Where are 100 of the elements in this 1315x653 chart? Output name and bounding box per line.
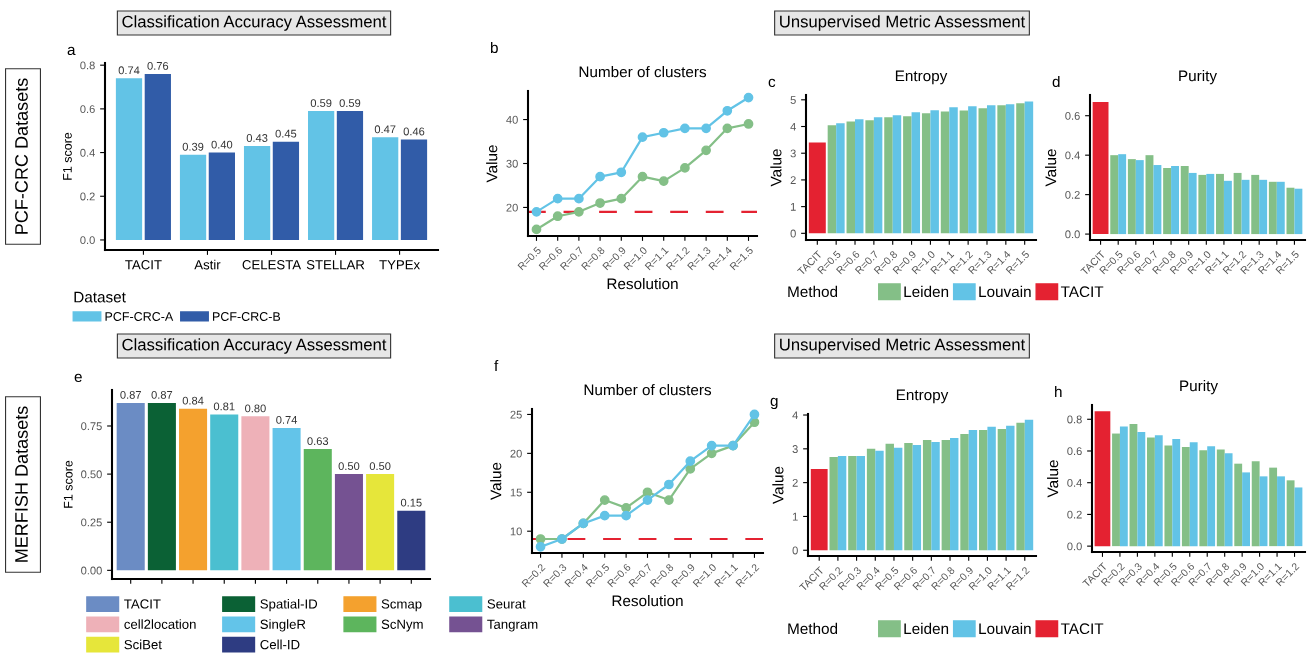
bar bbox=[979, 429, 988, 551]
y-tick-label: 0 bbox=[790, 229, 796, 238]
bar bbox=[968, 106, 977, 234]
text: h bbox=[1055, 385, 1062, 397]
data-label: 0.50 bbox=[369, 462, 391, 471]
x-tick-label: STELLAR bbox=[306, 260, 365, 270]
data-label: 0.59 bbox=[339, 99, 361, 107]
point bbox=[701, 123, 711, 134]
bar bbox=[1005, 104, 1015, 234]
bar bbox=[848, 455, 857, 551]
bar bbox=[1147, 437, 1155, 547]
bar bbox=[873, 117, 883, 234]
data-label: 0.46 bbox=[403, 127, 425, 136]
bar bbox=[1216, 173, 1224, 235]
y-tick-label: 0.4 bbox=[80, 148, 95, 157]
bar bbox=[1216, 449, 1225, 547]
y-axis-title: Value bbox=[770, 149, 782, 187]
bar bbox=[1164, 445, 1173, 547]
bar bbox=[1135, 160, 1144, 235]
bar bbox=[884, 117, 893, 234]
point bbox=[621, 502, 631, 513]
y-tick-label: 0.50 bbox=[81, 470, 102, 479]
bar bbox=[968, 429, 978, 551]
bar bbox=[272, 141, 300, 240]
bar bbox=[1118, 154, 1127, 235]
bar bbox=[115, 78, 143, 240]
data-label: 0.76 bbox=[147, 61, 169, 70]
y-tick-label: 0.2 bbox=[1065, 190, 1080, 199]
y-tick-label: 0.25 bbox=[81, 518, 102, 527]
data-label: 0.80 bbox=[245, 404, 266, 413]
data-label: 0.74 bbox=[118, 66, 140, 75]
y-tick-label: 0.6 bbox=[1065, 111, 1080, 120]
point bbox=[637, 132, 648, 142]
y-axis-title: Value bbox=[772, 466, 784, 504]
bar bbox=[1092, 101, 1109, 235]
legend-label: TACIT bbox=[1060, 623, 1104, 635]
point bbox=[706, 440, 717, 451]
y-tick-label: 1 bbox=[792, 512, 798, 521]
bar bbox=[1119, 426, 1128, 547]
point bbox=[616, 193, 627, 204]
bar bbox=[940, 111, 950, 234]
bar bbox=[144, 73, 171, 240]
legend-label: Spatial-ID bbox=[260, 598, 318, 612]
bar bbox=[1277, 476, 1285, 547]
point bbox=[658, 176, 669, 186]
bar bbox=[1234, 463, 1243, 547]
bar bbox=[921, 113, 931, 234]
point bbox=[552, 211, 563, 222]
y-axis-title: F1 score bbox=[63, 132, 72, 180]
bar bbox=[179, 154, 207, 240]
bar bbox=[931, 442, 940, 551]
y-tick-label: 20 bbox=[506, 203, 518, 212]
y-tick-label: 3 bbox=[790, 149, 796, 158]
point bbox=[552, 193, 563, 204]
bar bbox=[1189, 442, 1198, 547]
y-tick-label: 15 bbox=[510, 488, 522, 497]
y-tick-label: 0.0 bbox=[80, 236, 95, 245]
legend-label: Louvain bbox=[979, 285, 1031, 298]
point bbox=[599, 510, 610, 521]
point bbox=[743, 92, 754, 103]
legend-title: Method bbox=[788, 622, 838, 635]
bar bbox=[1171, 166, 1179, 235]
chart-title: Number of clusters bbox=[584, 384, 712, 396]
bar bbox=[997, 105, 1006, 234]
text: b bbox=[490, 41, 498, 54]
point bbox=[535, 534, 546, 544]
y-tick-label: 25 bbox=[510, 410, 522, 419]
bar bbox=[1181, 447, 1190, 547]
bar bbox=[846, 121, 856, 234]
point bbox=[685, 456, 696, 467]
point bbox=[680, 123, 690, 134]
bar bbox=[1276, 181, 1285, 235]
text: e bbox=[74, 373, 82, 383]
legend-label: Leiden bbox=[904, 622, 949, 635]
y-tick-label: 0.4 bbox=[1065, 151, 1080, 160]
bar bbox=[1224, 453, 1233, 547]
data-label: 0.87 bbox=[120, 390, 141, 399]
text: Classification Accuracy Assessment bbox=[122, 15, 387, 31]
legend-label: PCF-CRC-A bbox=[105, 312, 174, 321]
legend-label: TACIT bbox=[124, 599, 161, 609]
y-tick-label: 0.0 bbox=[1065, 230, 1080, 239]
y-tick-label: 0.2 bbox=[80, 192, 95, 201]
y-tick-label: 0.0 bbox=[1067, 542, 1082, 551]
point bbox=[749, 409, 760, 420]
y-tick-label: 0.4 bbox=[1067, 478, 1082, 487]
bar bbox=[836, 123, 845, 234]
y-tick-label: 10 bbox=[510, 527, 522, 536]
bar bbox=[1163, 167, 1172, 235]
point bbox=[722, 105, 733, 116]
data-label: 0.81 bbox=[213, 402, 235, 411]
bar bbox=[986, 105, 996, 234]
x-tick-label: TACIT bbox=[125, 260, 162, 270]
y-tick-label: 0.00 bbox=[81, 566, 102, 575]
bar bbox=[1127, 159, 1136, 235]
data-label: 0.45 bbox=[275, 129, 297, 138]
bar bbox=[1172, 439, 1181, 547]
point bbox=[642, 495, 653, 505]
bar bbox=[1016, 422, 1025, 551]
legend-label: Louvain bbox=[979, 622, 1031, 635]
point bbox=[616, 167, 627, 178]
